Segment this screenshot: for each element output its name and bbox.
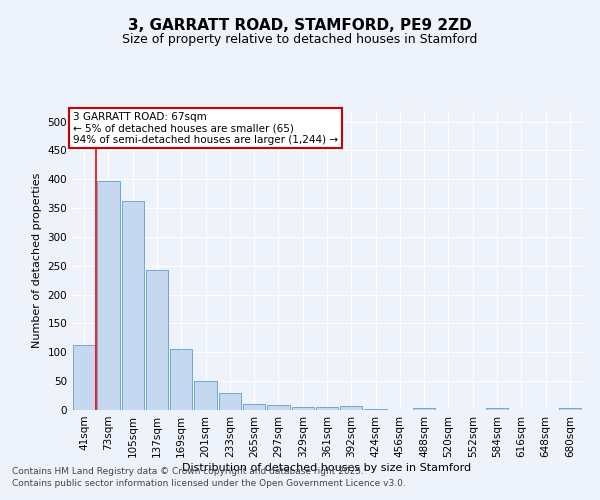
Bar — [146, 270, 168, 410]
Bar — [559, 408, 581, 410]
Bar — [486, 408, 508, 410]
Text: Size of property relative to detached houses in Stamford: Size of property relative to detached ho… — [122, 32, 478, 46]
Text: 3 GARRATT ROAD: 67sqm
← 5% of detached houses are smaller (65)
94% of semi-detac: 3 GARRATT ROAD: 67sqm ← 5% of detached h… — [73, 112, 338, 144]
Text: 3, GARRATT ROAD, STAMFORD, PE9 2ZD: 3, GARRATT ROAD, STAMFORD, PE9 2ZD — [128, 18, 472, 32]
Bar — [413, 408, 436, 410]
Bar — [194, 381, 217, 410]
Bar — [97, 181, 119, 410]
Bar — [340, 406, 362, 410]
Text: Contains public sector information licensed under the Open Government Licence v3: Contains public sector information licen… — [12, 478, 406, 488]
Bar — [267, 406, 290, 410]
X-axis label: Distribution of detached houses by size in Stamford: Distribution of detached houses by size … — [182, 462, 472, 472]
Bar — [316, 406, 338, 410]
Bar — [218, 394, 241, 410]
Bar — [243, 404, 265, 410]
Text: Contains HM Land Registry data © Crown copyright and database right 2025.: Contains HM Land Registry data © Crown c… — [12, 468, 364, 476]
Bar — [170, 350, 193, 410]
Bar — [73, 346, 95, 410]
Bar — [292, 406, 314, 410]
Bar — [122, 200, 144, 410]
Y-axis label: Number of detached properties: Number of detached properties — [32, 172, 42, 348]
